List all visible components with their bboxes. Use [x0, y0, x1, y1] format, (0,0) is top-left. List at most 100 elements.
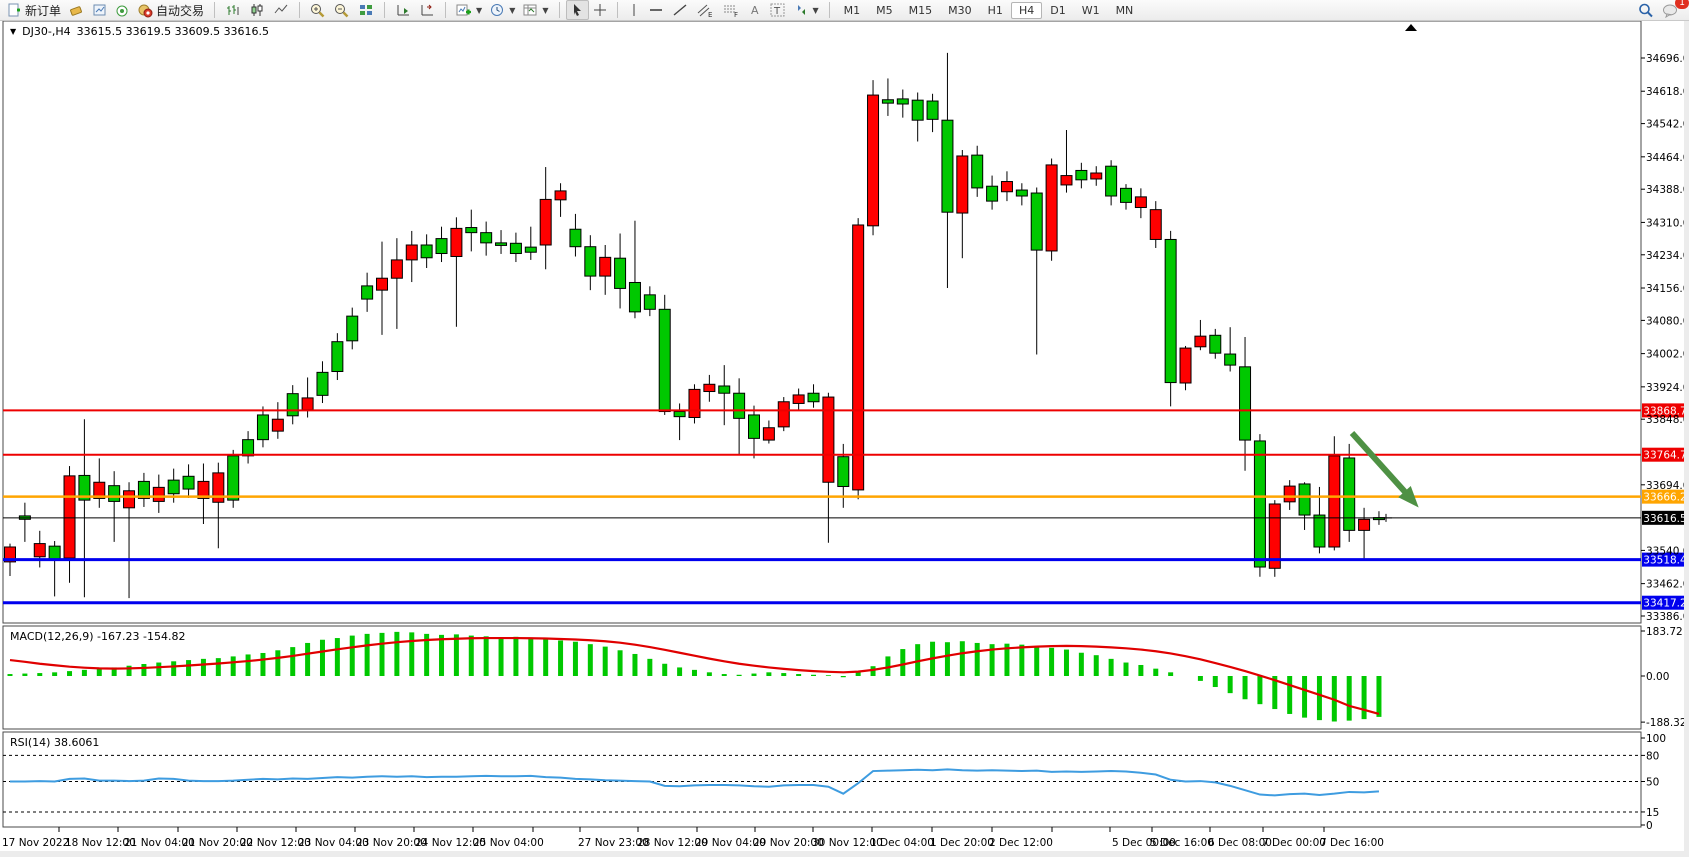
price-tag: [1642, 447, 1688, 462]
shift-end-icon: [397, 5, 410, 16]
shift-end-button[interactable]: [391, 1, 415, 19]
periods-button[interactable]: ▼: [486, 1, 519, 19]
eraser-icon: [70, 5, 82, 16]
trend-arrow-head: [1398, 486, 1419, 508]
horizontal-line-button[interactable]: [644, 1, 668, 19]
toolbar-separator: [445, 2, 447, 18]
signals-button[interactable]: [111, 1, 134, 19]
rsi-tick-label: 15: [1646, 807, 1659, 819]
price-tag-label: 33868.7: [1643, 405, 1686, 417]
fibonacci-icon: F: [723, 5, 738, 18]
candle: [792, 394, 805, 404]
scroll-marker-icon[interactable]: [1405, 24, 1417, 31]
candle: [971, 154, 984, 189]
indicators-button[interactable]: ▼: [452, 1, 486, 19]
window-edge: [0, 851, 1689, 857]
candle: [673, 411, 686, 418]
time-label: 7 Dec 16:00: [1320, 837, 1384, 849]
cursor-button[interactable]: [565, 0, 589, 20]
autotrade-button[interactable]: 自动交易: [134, 1, 208, 19]
candle: [1239, 366, 1252, 441]
fibonacci-button[interactable]: F: [718, 1, 744, 19]
tile-windows-button[interactable]: [354, 1, 378, 19]
candle: [748, 414, 760, 439]
candle: [881, 99, 894, 104]
timeframe-m30[interactable]: M30: [948, 3, 972, 17]
rsi-tick-label: 0: [1646, 820, 1653, 832]
candlestick-chart-icon: [251, 4, 263, 16]
candle: [896, 98, 909, 105]
candle: [524, 246, 537, 253]
chat-badge: 1: [1675, 0, 1689, 9]
candle: [837, 456, 850, 488]
candle: [301, 397, 314, 411]
chart-symbol-row[interactable]: ▼ DJ30-,H4 33615.5 33619.5 33609.5 33616…: [10, 25, 269, 38]
auto-scroll-button[interactable]: [415, 1, 439, 19]
arrows-button[interactable]: ▼: [790, 1, 823, 19]
time-label: 18 Nov 12:00: [65, 837, 136, 849]
new-order-button[interactable]: 新订单: [3, 1, 65, 19]
timeframe-m15[interactable]: M15: [908, 3, 933, 17]
candle: [376, 277, 388, 291]
timeframe-h1[interactable]: H1: [987, 3, 1003, 17]
candle: [108, 485, 121, 502]
candle: [1283, 485, 1296, 503]
candle: [1149, 209, 1162, 240]
chevron-down-icon: ▼: [509, 5, 516, 15]
candle: [1194, 335, 1207, 348]
candle: [539, 198, 552, 246]
chat-button[interactable]: 1: [1658, 0, 1689, 19]
timeframe-m1[interactable]: M1: [843, 3, 861, 17]
time-label: 25 Nov 04:00: [473, 837, 544, 849]
collapse-triangle-icon[interactable]: ▼: [10, 27, 17, 36]
candle: [628, 281, 641, 313]
chart-symbol-period: DJ30-,H4: [22, 25, 71, 38]
candle: [1179, 347, 1192, 384]
timeframe-d1[interactable]: D1: [1050, 3, 1066, 17]
svg-text:A: A: [751, 4, 759, 17]
candle: [569, 228, 582, 248]
eraser-button[interactable]: [65, 1, 88, 19]
candle: [643, 294, 656, 310]
candle: [480, 232, 493, 244]
candle: [867, 94, 880, 227]
zoom-in-button[interactable]: [306, 1, 330, 19]
toolbar-separator: [616, 2, 618, 18]
equidistant-channel-button[interactable]: E: [692, 1, 718, 19]
bar-chart-button[interactable]: [221, 1, 245, 19]
line-chart-button[interactable]: [269, 1, 293, 19]
price-tag: [1642, 552, 1688, 567]
chart-ohlc-values: 33615.5 33619.5 33609.5 33616.5: [76, 25, 270, 38]
candle: [346, 315, 359, 342]
text-label-button[interactable]: T: [766, 1, 790, 19]
candle: [495, 242, 508, 246]
time-label: 24 Nov 12:00: [415, 837, 486, 849]
candle: [688, 388, 701, 419]
autotrade-icon: [138, 4, 153, 17]
trend-arrow[interactable]: [1349, 430, 1409, 496]
timeframe-m5[interactable]: M5: [876, 3, 893, 17]
candlestick-chart-button[interactable]: [245, 1, 269, 19]
crosshair-button[interactable]: [589, 1, 611, 19]
candle: [1090, 172, 1103, 180]
timeframe-h4[interactable]: H4: [1010, 1, 1043, 19]
zoom-out-button[interactable]: [330, 1, 354, 19]
timeframe-w1[interactable]: W1: [1081, 3, 1100, 17]
timeframe-mn[interactable]: MN: [1115, 3, 1134, 17]
line-chart-icon: [274, 4, 288, 14]
templates-button[interactable]: ▼: [519, 1, 552, 19]
time-label: 1 Dec 04:00: [870, 837, 934, 849]
tile-windows-icon: [360, 5, 373, 15]
charts-window-button[interactable]: [88, 1, 111, 19]
time-label: 17 Nov 2022: [2, 837, 69, 849]
text-button[interactable]: A: [744, 1, 766, 19]
charts-window-icon: [93, 4, 106, 15]
macd-panel: [2, 625, 1642, 730]
vertical-line-button[interactable]: [624, 1, 644, 19]
price-tag-label: 33764.7: [1643, 450, 1686, 462]
search-button[interactable]: [1634, 1, 1658, 19]
y-tick-label: 34310.0: [1646, 217, 1689, 229]
trendline-button[interactable]: [668, 1, 692, 19]
